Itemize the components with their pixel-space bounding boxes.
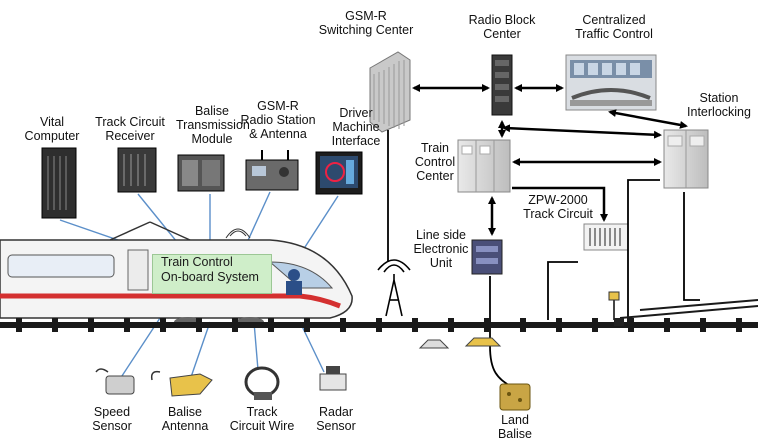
balise-module-device (177, 154, 225, 192)
gsmr-tower (377, 259, 411, 317)
label-land-balise: Land Balise (497, 413, 533, 441)
label-balise-transmission-module: Balise Transmission Module (176, 104, 250, 146)
track-circuit-receiver-device (117, 147, 157, 193)
vital-computer-device (41, 147, 77, 219)
label-track-circuit-receiver: Track Circuit Receiver (95, 115, 165, 143)
dmi-device (315, 151, 363, 195)
station-interlocking-cabinet (663, 129, 709, 189)
label-zpw2000-track-circuit: ZPW-2000 Track Circuit (523, 193, 593, 221)
radio-block-center-cabinet (491, 54, 513, 116)
speed-sensor-device (95, 368, 135, 395)
gsmr-radio-device (245, 150, 299, 191)
onboard-system-box: Train Control On-board System (152, 254, 272, 294)
label-radio-block-center: Radio Block Center (468, 13, 536, 41)
land-balise-device (499, 383, 531, 411)
label-station-interlocking: Station Interlocking (687, 91, 751, 119)
onboard-connectors (59, 191, 339, 383)
gsmr-switching-center-cabinet (369, 51, 411, 133)
train-control-center-cabinet (457, 139, 511, 193)
label-train-control-center: Train Control Center (414, 141, 456, 183)
radar-sensor-device (319, 366, 347, 391)
ctc-control-room (565, 54, 657, 111)
label-gsmr-radio-station: GSM-R Radio Station & Antenna (240, 99, 316, 141)
label-centralized-traffic-control: Centralized Traffic Control (575, 13, 653, 41)
label-radar-sensor: Radar Sensor (316, 405, 356, 433)
label-vital-computer: Vital Computer (24, 115, 80, 143)
railway-track (0, 299, 758, 332)
label-lineside-electronic-unit: Line side Electronic Unit (413, 228, 469, 270)
label-track-circuit-wire: Track Circuit Wire (229, 405, 295, 433)
zpw2000-track-circuit-rack (583, 223, 629, 251)
track-circuit-wire-device (244, 366, 280, 400)
label-driver-machine-interface: Driver Machine Interface (331, 106, 381, 148)
lineside-electronic-unit-box (471, 239, 503, 275)
label-balise-antenna: Balise Antenna (161, 405, 209, 433)
label-gsmr-switching-center: GSM-R Switching Center (318, 9, 414, 37)
network-arrows (412, 84, 688, 236)
balise-antenna-device (150, 370, 213, 397)
track-signal (608, 291, 624, 326)
label-speed-sensor: Speed Sensor (92, 405, 132, 433)
track-balises (418, 337, 502, 349)
